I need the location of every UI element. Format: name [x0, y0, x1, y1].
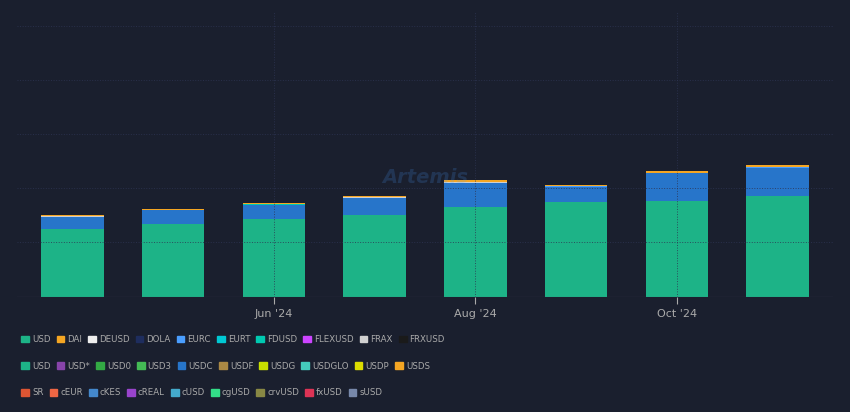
Bar — [746, 197, 809, 297]
Bar — [746, 168, 809, 197]
Bar — [445, 182, 507, 183]
Bar — [343, 196, 405, 197]
Bar — [746, 165, 809, 167]
Bar — [445, 207, 507, 297]
Bar — [343, 198, 405, 215]
Bar — [242, 205, 305, 220]
Bar — [545, 202, 608, 297]
Bar — [142, 224, 204, 297]
Bar — [242, 220, 305, 297]
Bar — [545, 185, 608, 186]
Legend: USD, DAI, DEUSD, DOLA, EURC, EURT, FDUSD, FLEXUSD, FRAX, FRXUSD: USD, DAI, DEUSD, DOLA, EURC, EURT, FDUSD… — [21, 335, 445, 344]
Legend: USD, USD*, USD0, USD3, USDC, USDF, USDG, USDGLO, USDP, USDS: USD, USD*, USD0, USD3, USDC, USDF, USDG,… — [21, 362, 430, 371]
Bar — [41, 215, 104, 216]
Bar — [142, 208, 204, 210]
Bar — [445, 180, 507, 182]
Bar — [646, 171, 708, 173]
Bar — [343, 215, 405, 297]
Text: Artemis: Artemis — [382, 168, 468, 187]
Bar — [242, 203, 305, 204]
Bar — [41, 217, 104, 229]
Bar — [646, 173, 708, 201]
Bar — [142, 210, 204, 224]
Bar — [545, 187, 608, 202]
Bar — [445, 183, 507, 207]
Bar — [41, 229, 104, 297]
Bar — [646, 201, 708, 297]
Legend: SR, cEUR, cKES, cREAL, cUSD, cgUSD, crvUSD, fxUSD, sUSD: SR, cEUR, cKES, cREAL, cUSD, cgUSD, crvU… — [21, 389, 382, 398]
